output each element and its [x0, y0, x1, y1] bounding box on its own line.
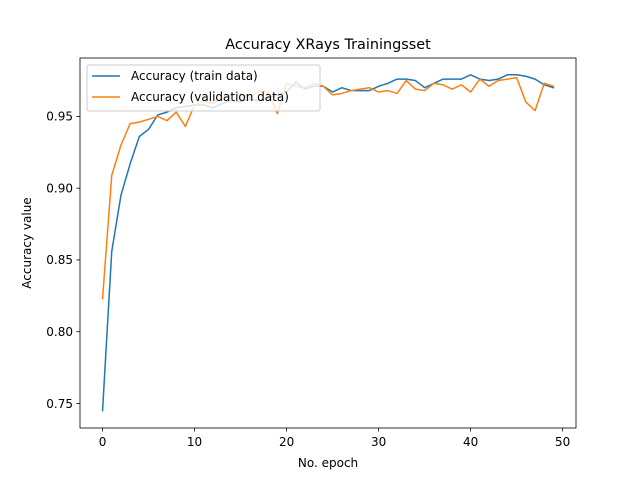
y-tick-label: 0.95 [46, 110, 73, 124]
y-axis-ticks: 0.75 0.80 0.85 0.90 0.95 [46, 110, 80, 411]
y-tick-label: 0.75 [46, 397, 73, 411]
legend: Accuracy (train data) Accuracy (validati… [86, 64, 321, 112]
x-tick-label: 20 [279, 435, 294, 449]
x-tick-label: 40 [463, 435, 478, 449]
legend-label-validation: Accuracy (validation data) [131, 90, 289, 104]
y-axis-label: Accuracy value [20, 197, 34, 288]
y-tick-label: 0.80 [46, 325, 73, 339]
y-tick-label: 0.85 [46, 253, 73, 267]
x-axis-label: No. epoch [298, 456, 358, 470]
x-tick-label: 0 [99, 435, 107, 449]
x-tick-label: 50 [555, 435, 570, 449]
x-tick-label: 10 [187, 435, 202, 449]
legend-label-train: Accuracy (train data) [131, 69, 258, 83]
x-axis-ticks: 0 10 20 30 40 50 [99, 428, 570, 449]
axes-frame [79, 57, 577, 429]
legend-box [86, 64, 321, 112]
series-line-1 [101, 76, 555, 300]
chart-title: Accuracy XRays Trainingsset [225, 37, 431, 53]
x-tick-label: 30 [371, 435, 386, 449]
y-tick-label: 0.90 [46, 181, 73, 195]
